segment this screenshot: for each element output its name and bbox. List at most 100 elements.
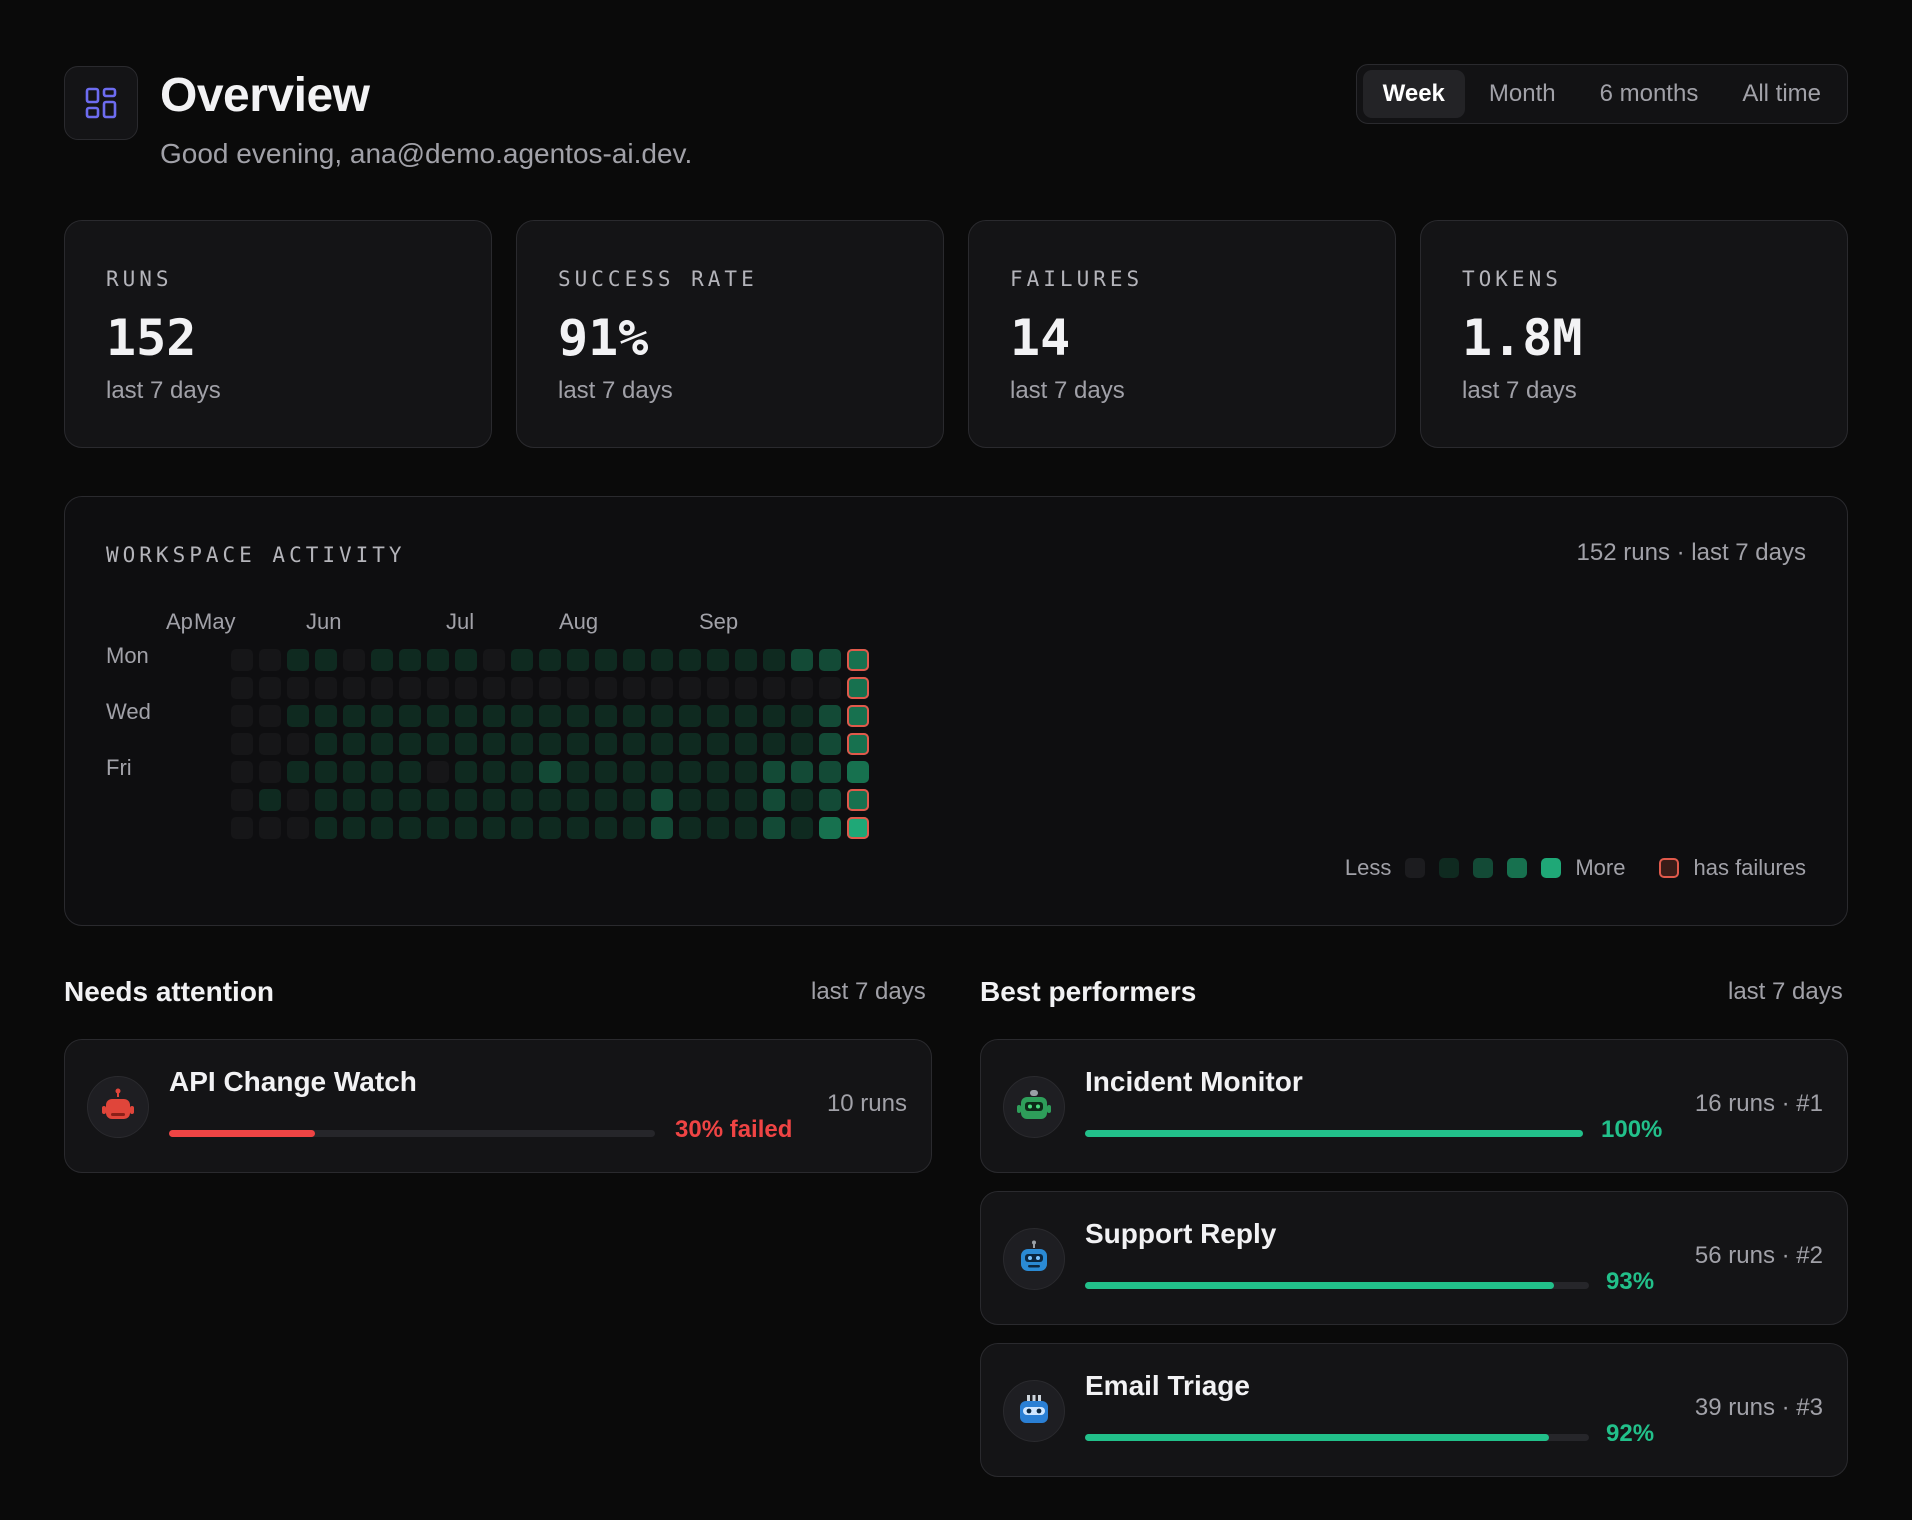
heatmap-cell[interactable] bbox=[539, 733, 561, 755]
heatmap-cell[interactable] bbox=[427, 761, 449, 783]
heatmap-cell[interactable] bbox=[287, 761, 309, 783]
heatmap-cell[interactable] bbox=[315, 733, 337, 755]
heatmap-cell[interactable] bbox=[287, 677, 309, 699]
heatmap-cell[interactable] bbox=[567, 733, 589, 755]
heatmap-cell[interactable] bbox=[567, 761, 589, 783]
heatmap-cell[interactable] bbox=[707, 649, 729, 671]
heatmap-cell[interactable] bbox=[567, 789, 589, 811]
heatmap-cell[interactable] bbox=[511, 677, 533, 699]
heatmap-cell[interactable] bbox=[399, 705, 421, 727]
range-week-button[interactable]: Week bbox=[1362, 70, 1465, 118]
heatmap-cell[interactable] bbox=[763, 705, 785, 727]
heatmap-cell[interactable] bbox=[819, 677, 841, 699]
heatmap-cell[interactable] bbox=[735, 677, 757, 699]
performer-card[interactable]: Support Reply 93% 56 runs · #2 bbox=[980, 1191, 1848, 1325]
heatmap-cell[interactable] bbox=[371, 761, 393, 783]
heatmap-cell[interactable] bbox=[651, 733, 673, 755]
heatmap-cell[interactable] bbox=[343, 789, 365, 811]
heatmap-cell[interactable] bbox=[427, 649, 449, 671]
heatmap-cell[interactable] bbox=[847, 677, 869, 699]
agent-name[interactable]: Support Reply bbox=[1085, 1218, 1277, 1249]
heatmap-cell[interactable] bbox=[735, 817, 757, 839]
heatmap-cell[interactable] bbox=[315, 817, 337, 839]
heatmap-cell[interactable] bbox=[455, 789, 477, 811]
heatmap-cell[interactable] bbox=[679, 733, 701, 755]
heatmap-cell[interactable] bbox=[427, 705, 449, 727]
attention-agent-card[interactable]: API Change Watch 30% failed 10 runs bbox=[64, 1039, 932, 1173]
heatmap-cell[interactable] bbox=[455, 761, 477, 783]
heatmap-cell[interactable] bbox=[595, 789, 617, 811]
heatmap-cell[interactable] bbox=[791, 817, 813, 839]
range-all-time-button[interactable]: All time bbox=[1742, 80, 1821, 107]
heatmap-cell[interactable] bbox=[371, 789, 393, 811]
heatmap-cell[interactable] bbox=[819, 649, 841, 671]
heatmap-cell[interactable] bbox=[511, 817, 533, 839]
heatmap-cell[interactable] bbox=[623, 789, 645, 811]
heatmap-cell[interactable] bbox=[623, 817, 645, 839]
heatmap-cell[interactable] bbox=[539, 649, 561, 671]
heatmap-cell[interactable] bbox=[259, 789, 281, 811]
heatmap-cell[interactable] bbox=[259, 817, 281, 839]
heatmap-cell[interactable] bbox=[231, 677, 253, 699]
heatmap-cell[interactable] bbox=[791, 761, 813, 783]
heatmap-cell[interactable] bbox=[735, 649, 757, 671]
heatmap-cell[interactable] bbox=[791, 649, 813, 671]
heatmap-cell[interactable] bbox=[371, 677, 393, 699]
heatmap-cell[interactable] bbox=[315, 761, 337, 783]
heatmap-cell[interactable] bbox=[287, 705, 309, 727]
heatmap-cell[interactable] bbox=[847, 705, 869, 727]
heatmap-cell[interactable] bbox=[259, 761, 281, 783]
heatmap-cell[interactable] bbox=[315, 705, 337, 727]
heatmap-cell[interactable] bbox=[651, 649, 673, 671]
heatmap-cell[interactable] bbox=[427, 789, 449, 811]
heatmap-cell[interactable] bbox=[231, 733, 253, 755]
heatmap-cell[interactable] bbox=[231, 761, 253, 783]
heatmap-cell[interactable] bbox=[231, 649, 253, 671]
heatmap-cell[interactable] bbox=[483, 789, 505, 811]
heatmap-cell[interactable] bbox=[231, 817, 253, 839]
heatmap-cell[interactable] bbox=[539, 817, 561, 839]
heatmap-cell[interactable] bbox=[427, 677, 449, 699]
heatmap-cell[interactable] bbox=[651, 677, 673, 699]
heatmap-cell[interactable] bbox=[763, 789, 785, 811]
heatmap-cell[interactable] bbox=[371, 733, 393, 755]
heatmap-cell[interactable] bbox=[483, 649, 505, 671]
heatmap-cell[interactable] bbox=[623, 733, 645, 755]
heatmap-cell[interactable] bbox=[763, 817, 785, 839]
heatmap-cell[interactable] bbox=[231, 789, 253, 811]
heatmap-cell[interactable] bbox=[847, 761, 869, 783]
heatmap-cell[interactable] bbox=[623, 761, 645, 783]
heatmap-cell[interactable] bbox=[483, 677, 505, 699]
heatmap-cell[interactable] bbox=[623, 705, 645, 727]
heatmap-cell[interactable] bbox=[847, 733, 869, 755]
heatmap-cell[interactable] bbox=[567, 817, 589, 839]
heatmap-cell[interactable] bbox=[511, 649, 533, 671]
heatmap-cell[interactable] bbox=[707, 761, 729, 783]
heatmap-cell[interactable] bbox=[483, 705, 505, 727]
heatmap-cell[interactable] bbox=[763, 761, 785, 783]
heatmap-cell[interactable] bbox=[595, 733, 617, 755]
heatmap-cell[interactable] bbox=[455, 649, 477, 671]
heatmap-cell[interactable] bbox=[483, 761, 505, 783]
performer-card[interactable]: Incident Monitor 100% 16 runs · #1 bbox=[980, 1039, 1848, 1173]
heatmap-cell[interactable] bbox=[259, 705, 281, 727]
heatmap-cell[interactable] bbox=[259, 649, 281, 671]
heatmap-cell[interactable] bbox=[791, 705, 813, 727]
heatmap-cell[interactable] bbox=[679, 649, 701, 671]
heatmap-cell[interactable] bbox=[287, 789, 309, 811]
heatmap-cell[interactable] bbox=[707, 817, 729, 839]
heatmap-cell[interactable] bbox=[707, 677, 729, 699]
heatmap-cell[interactable] bbox=[343, 649, 365, 671]
heatmap-cell[interactable] bbox=[679, 705, 701, 727]
heatmap-cell[interactable] bbox=[847, 649, 869, 671]
heatmap-cell[interactable] bbox=[287, 733, 309, 755]
heatmap-cell[interactable] bbox=[343, 705, 365, 727]
heatmap-cell[interactable] bbox=[287, 817, 309, 839]
heatmap-cell[interactable] bbox=[399, 817, 421, 839]
heatmap-cell[interactable] bbox=[847, 789, 869, 811]
heatmap-cell[interactable] bbox=[483, 733, 505, 755]
heatmap-cell[interactable] bbox=[511, 733, 533, 755]
heatmap-cell[interactable] bbox=[567, 649, 589, 671]
heatmap-cell[interactable] bbox=[399, 677, 421, 699]
heatmap-cell[interactable] bbox=[511, 705, 533, 727]
